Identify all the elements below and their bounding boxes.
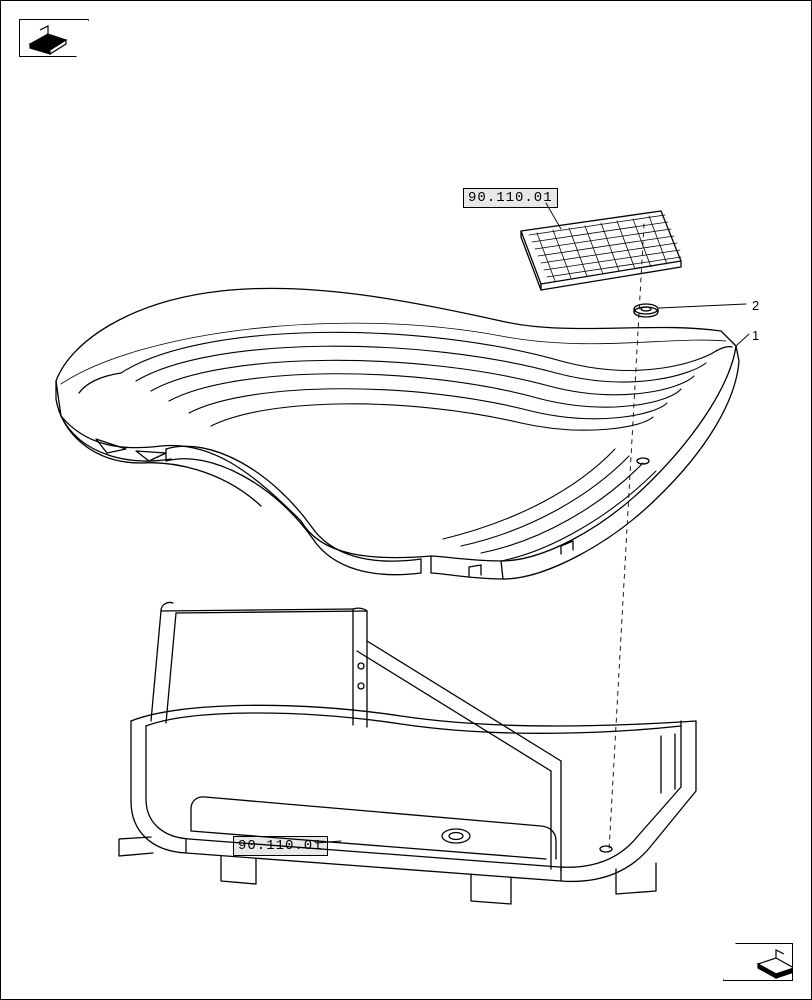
assembly-centerline bbox=[609, 224, 644, 851]
frame-assembly bbox=[119, 602, 696, 904]
washer bbox=[634, 304, 658, 317]
step-plate bbox=[521, 203, 681, 290]
callout-leaders bbox=[659, 304, 749, 346]
page: 90.110.01 90.110.01 1 2 bbox=[0, 0, 812, 1000]
exploded-diagram bbox=[1, 1, 812, 1000]
fender-panel bbox=[56, 288, 739, 579]
